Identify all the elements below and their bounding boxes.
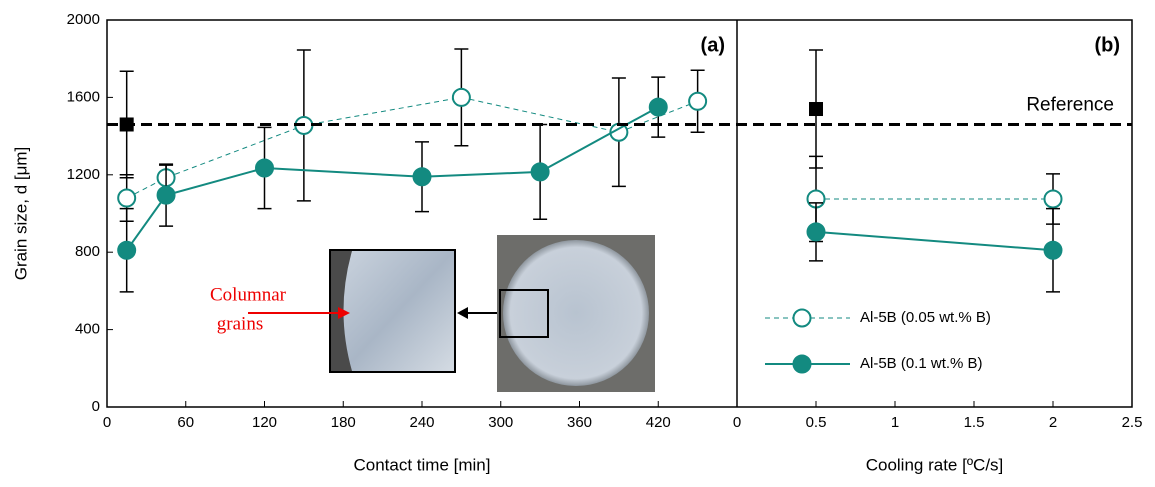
y-tick-label: 1600 [67, 88, 100, 105]
marker [806, 222, 826, 242]
legend-marker [792, 354, 812, 374]
marker [648, 97, 668, 117]
y-tick-label: 400 [75, 321, 100, 338]
marker [117, 188, 137, 208]
series-line [125, 106, 659, 251]
x-tick-label: 300 [488, 414, 513, 431]
reference-label: Reference [1026, 95, 1114, 116]
marker [1043, 240, 1063, 260]
legend-marker [792, 308, 812, 328]
y-tick-label: 0 [92, 398, 100, 415]
x-tick-label: 180 [331, 414, 356, 431]
inset-label: grains [217, 313, 263, 334]
y-tick-label: 1200 [67, 166, 100, 183]
y-tick-label: 2000 [67, 11, 100, 28]
inset-label: Columnar [210, 284, 287, 305]
marker [156, 185, 176, 205]
x-axis-label: Cooling rate [ºC/s] [866, 455, 1004, 474]
marker [412, 167, 432, 187]
x-tick-label: 0 [733, 414, 741, 431]
x-tick-label: 120 [252, 414, 277, 431]
marker [809, 102, 823, 117]
inset-images [248, 235, 655, 392]
marker [117, 240, 137, 260]
x-tick-label: 0.5 [806, 414, 827, 431]
x-tick-label: 2 [1049, 414, 1057, 431]
x-axis-label: Contact time [min] [354, 455, 491, 474]
panel-label: (a) [701, 34, 725, 56]
marker [451, 87, 471, 107]
x-tick-label: 240 [409, 414, 434, 431]
marker [255, 158, 274, 178]
marker [1043, 189, 1063, 209]
x-tick-label: 1 [891, 414, 899, 431]
legend-label: Al-5B (0.1 wt.% B) [860, 355, 983, 372]
y-tick-label: 800 [75, 243, 100, 260]
x-tick-label: 1.5 [964, 414, 985, 431]
x-tick-label: 0 [103, 414, 111, 431]
legend-label: Al-5B (0.05 wt.% B) [860, 309, 991, 326]
x-tick-label: 60 [177, 414, 194, 431]
x-tick-label: 360 [567, 414, 592, 431]
y-axis-label: Grain size, d [μm] [11, 147, 30, 281]
x-tick-label: 2.5 [1122, 414, 1143, 431]
series-line [815, 230, 1054, 252]
x-tick-label: 420 [646, 414, 671, 431]
marker [688, 91, 708, 111]
panel-label: (b) [1094, 34, 1120, 56]
marker [530, 162, 550, 182]
plot-frame [106, 19, 1133, 408]
